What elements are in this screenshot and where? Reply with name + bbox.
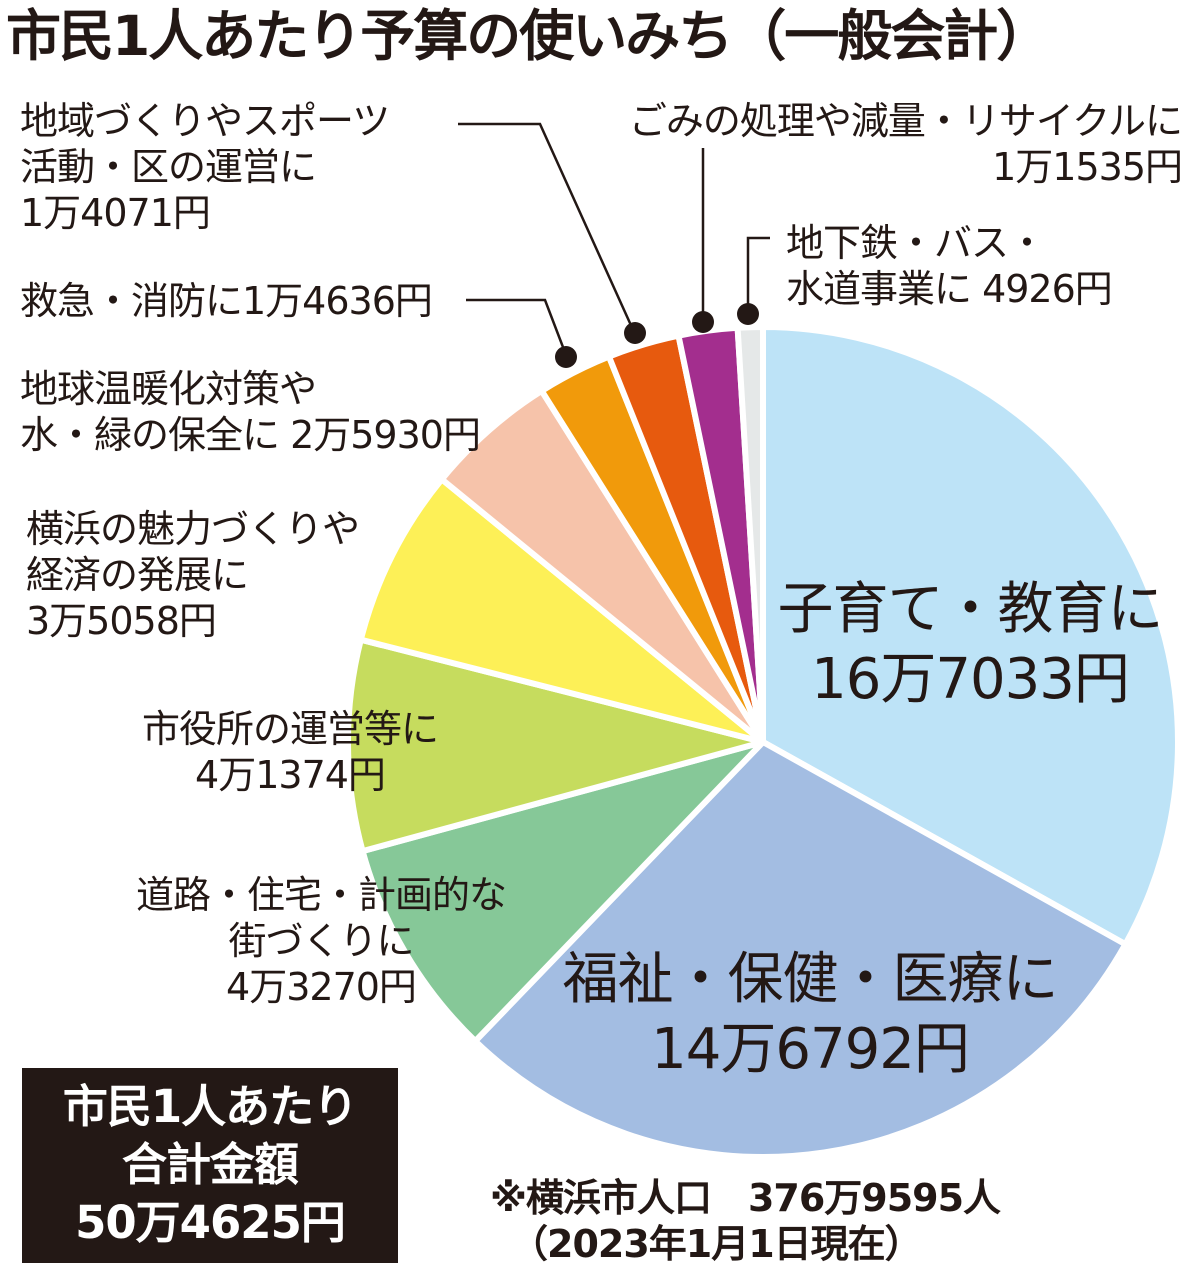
label-garbage-value: 1万1535円	[992, 145, 1183, 189]
label-environment-line2: 水・緑の保全に 2万5930円	[20, 413, 481, 457]
pie-slice	[357, 476, 766, 745]
label-community: 地域づくりやスポーツ 活動・区の運営に 1万4071円	[20, 98, 390, 236]
leader-dot-community	[624, 322, 646, 344]
label-children-value: 16万7033円	[811, 647, 1130, 712]
leader-dot-transit	[737, 303, 759, 325]
label-economy: 横浜の魅力づくりや 経済の発展に 3万5058円	[26, 506, 360, 644]
label-welfare-value: 14万6792円	[651, 1017, 970, 1082]
label-community-value: 1万4071円	[20, 191, 211, 235]
label-community-line1: 地域づくりやスポーツ	[20, 99, 390, 143]
pie-slice	[734, 324, 766, 745]
label-environment-line1: 地球温暖化対策や	[20, 367, 317, 411]
pie-slices	[345, 324, 1181, 1160]
label-transit-line1: 地下鉄・バス・	[786, 221, 1046, 265]
label-environment: 地球温暖化対策や 水・緑の保全に 2万5930円	[20, 366, 481, 458]
label-garbage: ごみの処理や減量・リサイクルに 1万1535円	[560, 98, 1183, 190]
label-city-hall-value: 4万1374円	[195, 753, 386, 797]
label-roads-line2: 街づくりに	[228, 919, 414, 963]
leader-line-community	[458, 122, 636, 333]
leader-dot-garbage	[692, 311, 714, 333]
label-roads-line1: 道路・住宅・計画的な	[135, 873, 507, 917]
label-children: 子育て・教育に 16万7033円	[760, 575, 1180, 715]
leader-line-fire	[466, 298, 568, 356]
pie-slice	[359, 739, 766, 1045]
label-fire: 救急・消防に1万4636円	[20, 278, 433, 324]
label-economy-value: 3万5058円	[26, 599, 217, 643]
total-box-line2: 合計金額	[121, 1138, 299, 1191]
label-economy-line1: 横浜の魅力づくりや	[26, 507, 360, 551]
label-fire-line1: 救急・消防に1万4636円	[20, 279, 433, 323]
label-welfare-name: 福祉・保健・医療に	[562, 947, 1059, 1012]
label-city-hall-name: 市役所の運営等に	[141, 707, 439, 751]
label-transit-line2: 水道事業に 4926円	[786, 267, 1113, 311]
chart-title: 市民1人あたり予算の使いみち（一般会計）	[6, 4, 1051, 68]
label-children-name: 子育て・教育に	[777, 577, 1164, 642]
footnote-date: （2023年1月1日現在）	[510, 1222, 923, 1266]
total-box-value: 50万4625円	[75, 1196, 346, 1249]
pie-slice	[472, 739, 1129, 1160]
label-roads-value: 4万3270円	[226, 965, 417, 1009]
label-garbage-line1: ごみの処理や減量・リサイクルに	[628, 99, 1183, 143]
label-welfare: 福祉・保健・医療に 14万6792円	[540, 945, 1080, 1085]
label-roads: 道路・住宅・計画的な 街づくりに 4万3270円	[96, 872, 546, 1010]
label-economy-line2: 経済の発展に	[26, 553, 249, 597]
total-box-line1: 市民1人あたり	[62, 1080, 358, 1133]
population-footnote: ※横浜市人口 376万9595人 （2023年1月1日現在）	[490, 1175, 1001, 1267]
label-city-hall: 市役所の運営等に 4万1374円	[90, 706, 490, 798]
leader-dot-fire	[555, 346, 577, 368]
leader-lines	[458, 122, 770, 356]
pie-slice	[760, 324, 1181, 948]
total-amount-box: 市民1人あたり 合計金額 50万4625円	[22, 1068, 398, 1263]
pie-slice	[345, 636, 766, 855]
leader-line-transit	[746, 236, 770, 312]
footnote-population: ※横浜市人口 376万9595人	[490, 1176, 1001, 1220]
leader-dots	[555, 303, 759, 368]
label-transit: 地下鉄・バス・ 水道事業に 4926円	[786, 220, 1113, 312]
label-community-line2: 活動・区の運営に	[20, 145, 317, 189]
